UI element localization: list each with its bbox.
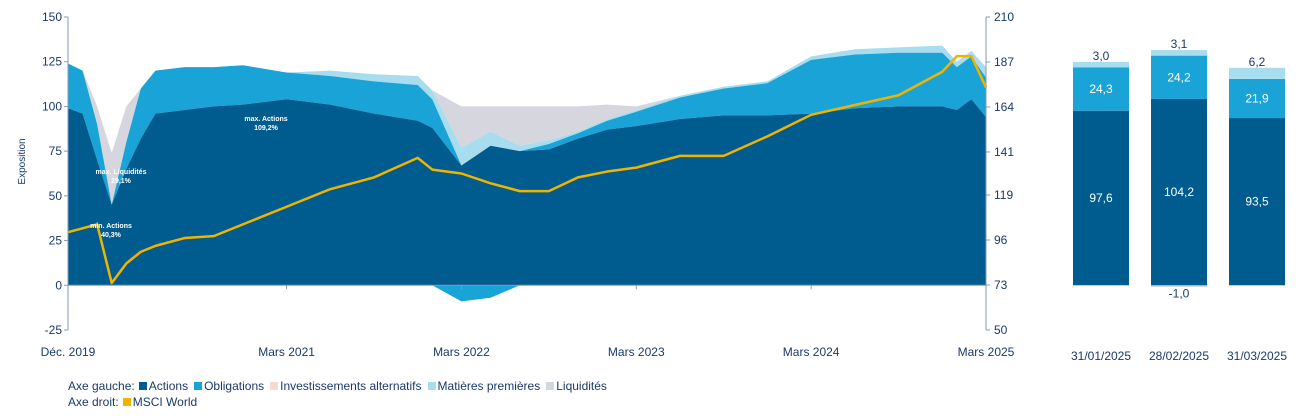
x-tick-label: Mars 2025 xyxy=(958,345,1015,359)
left-tick-label: 50 xyxy=(49,189,63,203)
bar-data-label: 3,0 xyxy=(1093,49,1110,63)
left-tick-label: -25 xyxy=(45,323,63,337)
bar-data-label: 24,2 xyxy=(1167,70,1191,84)
legend-swatch-alternatifs xyxy=(270,382,279,390)
area-obligations-negative xyxy=(68,285,986,302)
left-tick-label: 100 xyxy=(42,99,62,113)
annotation-max-liquidites: 29,1% xyxy=(111,178,132,185)
legend-item-actions: Actions xyxy=(138,379,188,393)
annotation-max-actions: 109,2% xyxy=(254,125,279,132)
legend-swatch-actions xyxy=(138,382,147,390)
bar-data-label: -1,0 xyxy=(1169,286,1190,300)
bar-obligations-2 xyxy=(1229,78,1285,119)
legend-swatch-matieres xyxy=(427,382,436,390)
legend-item-msci-world: MSCI World xyxy=(122,395,197,409)
right-tick-label: 96 xyxy=(994,233,1008,247)
bar-data-label: 21,9 xyxy=(1245,91,1269,105)
bar-category-label: 28/02/2025 xyxy=(1149,349,1209,363)
bar-actions-0 xyxy=(1073,110,1129,286)
left-tick-label: 125 xyxy=(42,55,62,69)
bar-obligations-0 xyxy=(1073,67,1129,111)
bar-data-label: 6,2 xyxy=(1249,55,1266,69)
right-tick-label: 210 xyxy=(994,10,1014,24)
legend-item-alternatifs: Investissements alternatifs xyxy=(270,379,422,393)
bar-category-label: 31/03/2025 xyxy=(1227,349,1287,363)
y-axis-title: Exposition xyxy=(17,138,28,184)
x-tick-label: Mars 2021 xyxy=(258,345,315,359)
right-tick-label: 187 xyxy=(994,55,1014,69)
right-tick-label: 141 xyxy=(994,145,1014,159)
bar-data-label: 93,5 xyxy=(1245,195,1269,209)
annotation-min-actions: min. Actions xyxy=(90,223,132,230)
area-liquidites xyxy=(68,45,986,205)
bar-mati-res-premi-res-2 xyxy=(1229,67,1285,79)
bar-mati-res-premi-res-0 xyxy=(1073,61,1129,68)
x-tick-label: Déc. 2019 xyxy=(41,345,96,359)
bar-mati-res-premi-res-1 xyxy=(1151,50,1207,56)
bar-liquidit-s-1 xyxy=(1151,285,1207,288)
bar-data-label: 97,6 xyxy=(1089,191,1113,205)
left-tick-label: 0 xyxy=(55,278,62,292)
legend-swatch-liquidites xyxy=(546,382,555,390)
annotation-max-actions: max. Actions xyxy=(244,116,287,123)
legend-left-axis-label: Axe gauche: xyxy=(68,379,135,393)
legend-item-obligations: Obligations xyxy=(194,379,264,393)
annotation-min-actions: 40,3% xyxy=(101,232,122,239)
annotation-max-liquidites: max. Liquidités xyxy=(96,169,147,176)
right-tick-label: 164 xyxy=(994,100,1014,114)
bar-data-label: 104,2 xyxy=(1164,185,1194,199)
x-tick-label: Mars 2024 xyxy=(783,345,840,359)
left-tick-label: 25 xyxy=(49,234,63,248)
bar-actions-2 xyxy=(1229,118,1285,286)
legend-left-axis: Axe gauche: Actions Obligations Investis… xyxy=(68,379,613,393)
bar-category-label: 31/01/2025 xyxy=(1071,349,1131,363)
bar-data-label: 24,3 xyxy=(1089,82,1113,96)
legend-right-axis-label: Axe droit: xyxy=(68,395,119,409)
x-tick-label: Mars 2023 xyxy=(608,345,665,359)
bar-obligations-1 xyxy=(1151,55,1207,99)
right-tick-label: 50 xyxy=(994,323,1008,337)
area-obligations xyxy=(68,52,986,205)
legend-swatch-msci-world xyxy=(122,398,131,406)
legend-item-matieres: Matières premières xyxy=(427,379,540,393)
right-tick-label: 73 xyxy=(994,278,1008,292)
right-tick-label: 119 xyxy=(994,188,1013,202)
legend-swatch-obligations xyxy=(194,382,203,390)
x-tick-label: Mars 2022 xyxy=(433,345,490,359)
legend-item-liquidites: Liquidités xyxy=(546,379,607,393)
legend-right-axis: Axe droit: MSCI World xyxy=(68,395,203,409)
left-tick-label: 75 xyxy=(49,144,63,158)
bar-data-label: 3,1 xyxy=(1171,37,1188,51)
left-tick-label: 150 xyxy=(42,10,62,24)
bar-actions-1 xyxy=(1151,98,1207,286)
line-msci-world xyxy=(67,54,988,285)
